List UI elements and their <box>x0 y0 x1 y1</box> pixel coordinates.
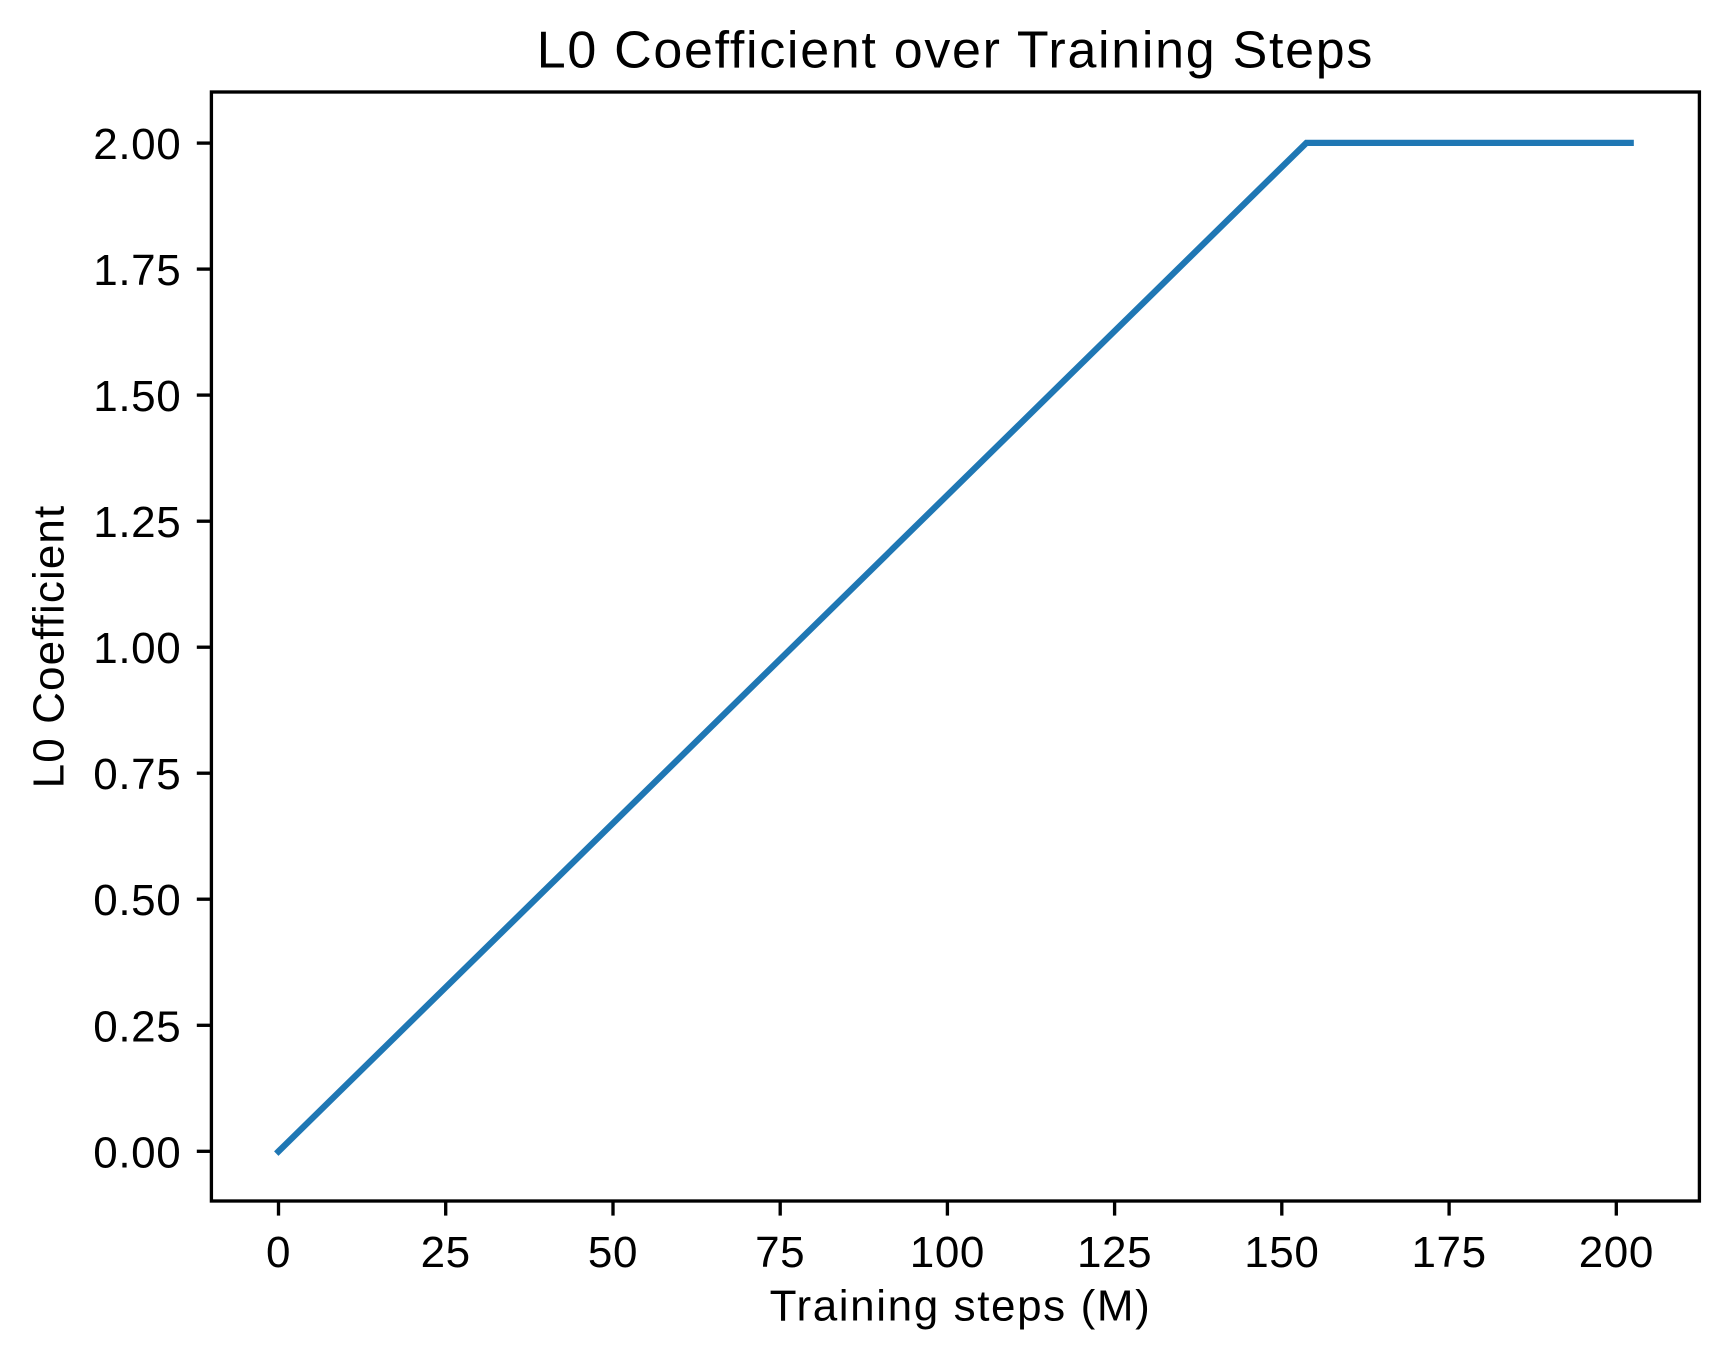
svg-text:0.50: 0.50 <box>93 876 181 925</box>
svg-text:175: 175 <box>1411 1228 1486 1277</box>
svg-text:2.00: 2.00 <box>93 120 181 169</box>
svg-text:100: 100 <box>910 1228 985 1277</box>
svg-text:125: 125 <box>1077 1228 1152 1277</box>
svg-text:0.00: 0.00 <box>93 1128 181 1177</box>
svg-text:Training steps (M): Training steps (M) <box>770 1282 1152 1331</box>
svg-text:1.50: 1.50 <box>93 372 181 421</box>
svg-text:25: 25 <box>421 1228 471 1277</box>
svg-text:50: 50 <box>588 1228 638 1277</box>
svg-text:0.25: 0.25 <box>93 1002 181 1051</box>
svg-text:L0 Coefficient over Training S: L0 Coefficient over Training Steps <box>537 22 1374 80</box>
svg-text:1.75: 1.75 <box>93 246 181 295</box>
svg-text:150: 150 <box>1244 1228 1319 1277</box>
svg-text:75: 75 <box>755 1228 805 1277</box>
svg-text:0: 0 <box>266 1228 291 1277</box>
svg-text:1.00: 1.00 <box>93 624 181 673</box>
svg-text:L0 Coefficient: L0 Coefficient <box>24 505 73 789</box>
svg-text:1.25: 1.25 <box>93 498 181 547</box>
svg-text:0.75: 0.75 <box>93 750 181 799</box>
svg-text:200: 200 <box>1579 1228 1654 1277</box>
